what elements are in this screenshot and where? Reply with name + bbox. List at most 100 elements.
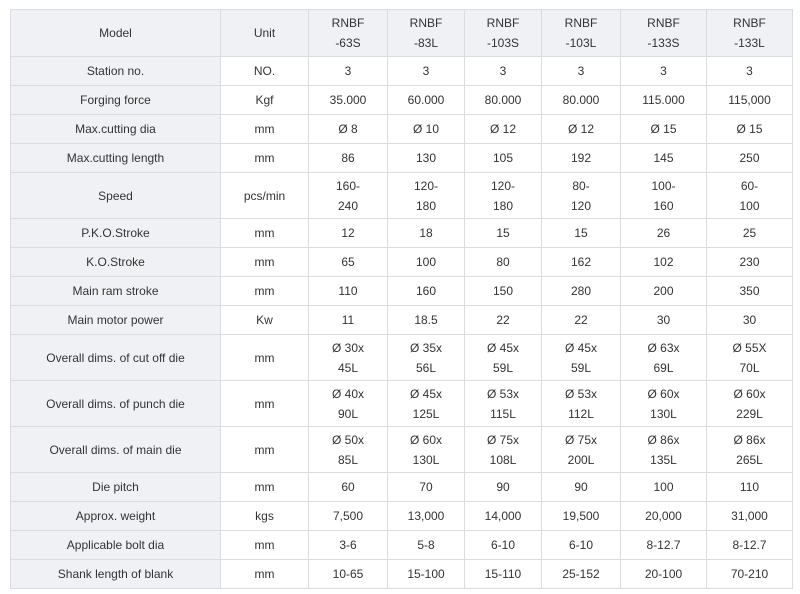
row-label: Overall dims. of punch die — [10, 380, 221, 427]
value-cell: Ø 86x 265L — [706, 426, 793, 473]
value-cell: 65 — [308, 247, 388, 277]
header-model-2: RNBF -63S — [308, 9, 388, 57]
value-cell: 70 — [387, 472, 465, 502]
value-cell: 15-110 — [464, 559, 542, 589]
value-cell: 115.000 — [620, 85, 707, 115]
value-cell: Ø 10 — [387, 114, 465, 144]
unit-cell: mm — [220, 247, 309, 277]
value-cell: 80 — [464, 247, 542, 277]
table-row: Main motor power Kw 11 18.5 22 22 30 30 — [10, 305, 793, 335]
row-label: Forging force — [10, 85, 221, 115]
value-cell: 110 — [706, 472, 793, 502]
value-cell: 15-100 — [387, 559, 465, 589]
unit-cell: kgs — [220, 501, 309, 531]
value-cell: 160 — [387, 276, 465, 306]
row-label: Station no. — [10, 56, 221, 86]
unit-cell: mm — [220, 334, 309, 381]
unit-cell: mm — [220, 114, 309, 144]
value-cell: 60- 100 — [706, 172, 793, 219]
row-label: Applicable bolt dia — [10, 530, 221, 560]
value-cell: Ø 55X 70L — [706, 334, 793, 381]
value-cell: 20,000 — [620, 501, 707, 531]
value-cell: 15 — [464, 218, 542, 248]
value-cell: 60.000 — [387, 85, 465, 115]
row-label: Max.cutting dia — [10, 114, 221, 144]
unit-cell: mm — [220, 218, 309, 248]
row-label: Overall dims. of main die — [10, 426, 221, 473]
row-label: Max.cutting length — [10, 143, 221, 173]
row-label: Main motor power — [10, 305, 221, 335]
row-label: Shank length of blank — [10, 559, 221, 589]
value-cell: Ø 45x 59L — [464, 334, 542, 381]
value-cell: 160- 240 — [308, 172, 388, 219]
value-cell: 100- 160 — [620, 172, 707, 219]
value-cell: 192 — [541, 143, 621, 173]
unit-cell: Kgf — [220, 85, 309, 115]
value-cell: 102 — [620, 247, 707, 277]
value-cell: Ø 15 — [620, 114, 707, 144]
header-model-3: RNBF -83L — [387, 9, 465, 57]
value-cell: Ø 53x 112L — [541, 380, 621, 427]
table-row: Applicable bolt dia mm 3-6 5-8 6-10 6-10 8-12.… — [10, 530, 793, 560]
header-row: Model Unit RNBF -63S RNBF -83L RNBF -103S RNB… — [10, 9, 793, 57]
value-cell: 80.000 — [541, 85, 621, 115]
unit-cell: mm — [220, 559, 309, 589]
value-cell: 18 — [387, 218, 465, 248]
table-row: Shank length of blank mm 10-65 15-100 15-110… — [10, 559, 793, 589]
unit-cell: NO. — [220, 56, 309, 86]
unit-cell: mm — [220, 276, 309, 306]
value-cell: 80.000 — [464, 85, 542, 115]
table-row: Max.cutting length mm 86 130 105 192 145 250 — [10, 143, 793, 173]
value-cell: 35.000 — [308, 85, 388, 115]
value-cell: 3 — [541, 56, 621, 86]
table-row: Main ram stroke mm 110 160 150 280 200 350 — [10, 276, 793, 306]
value-cell: 80- 120 — [541, 172, 621, 219]
value-cell: 6-10 — [541, 530, 621, 560]
row-label: Overall dims. of cut off die — [10, 334, 221, 381]
value-cell: 8-12.7 — [706, 530, 793, 560]
value-cell: 60 — [308, 472, 388, 502]
value-cell: 18.5 — [387, 305, 465, 335]
value-cell: Ø 12 — [541, 114, 621, 144]
value-cell: 8-12.7 — [620, 530, 707, 560]
row-label: Die pitch — [10, 472, 221, 502]
table-row: Station no. NO. 3 3 3 3 3 3 — [10, 56, 793, 86]
header-model-7: RNBF -133L — [706, 9, 793, 57]
table-row: Forging force Kgf 35.000 60.000 80.000 80.000… — [10, 85, 793, 115]
unit-cell: mm — [220, 530, 309, 560]
value-cell: Ø 60x 130L — [620, 380, 707, 427]
value-cell: Ø 45x 125L — [387, 380, 465, 427]
value-cell: 19,500 — [541, 501, 621, 531]
value-cell: Ø 8 — [308, 114, 388, 144]
value-cell: 20-100 — [620, 559, 707, 589]
value-cell: 70-210 — [706, 559, 793, 589]
value-cell: 25 — [706, 218, 793, 248]
value-cell: 100 — [387, 247, 465, 277]
value-cell: 90 — [541, 472, 621, 502]
value-cell: Ø 45x 59L — [541, 334, 621, 381]
value-cell: 230 — [706, 247, 793, 277]
value-cell: 3-6 — [308, 530, 388, 560]
value-cell: Ø 35x 56L — [387, 334, 465, 381]
value-cell: 13,000 — [387, 501, 465, 531]
value-cell: 120- 180 — [387, 172, 465, 219]
value-cell: 31,000 — [706, 501, 793, 531]
value-cell: 14,000 — [464, 501, 542, 531]
value-cell: 105 — [464, 143, 542, 173]
value-cell: 25-152 — [541, 559, 621, 589]
header-model: Model — [10, 9, 221, 57]
value-cell: 130 — [387, 143, 465, 173]
value-cell: Ø 12 — [464, 114, 542, 144]
unit-cell: mm — [220, 380, 309, 427]
value-cell: Ø 63x 69L — [620, 334, 707, 381]
value-cell: 10-65 — [308, 559, 388, 589]
value-cell: Ø 60x 130L — [387, 426, 465, 473]
value-cell: 120- 180 — [464, 172, 542, 219]
value-cell: 3 — [464, 56, 542, 86]
header-model-6: RNBF -133S — [620, 9, 707, 57]
row-label: K.O.Stroke — [10, 247, 221, 277]
unit-cell: mm — [220, 143, 309, 173]
value-cell: Ø 75x 200L — [541, 426, 621, 473]
value-cell: Ø 15 — [706, 114, 793, 144]
